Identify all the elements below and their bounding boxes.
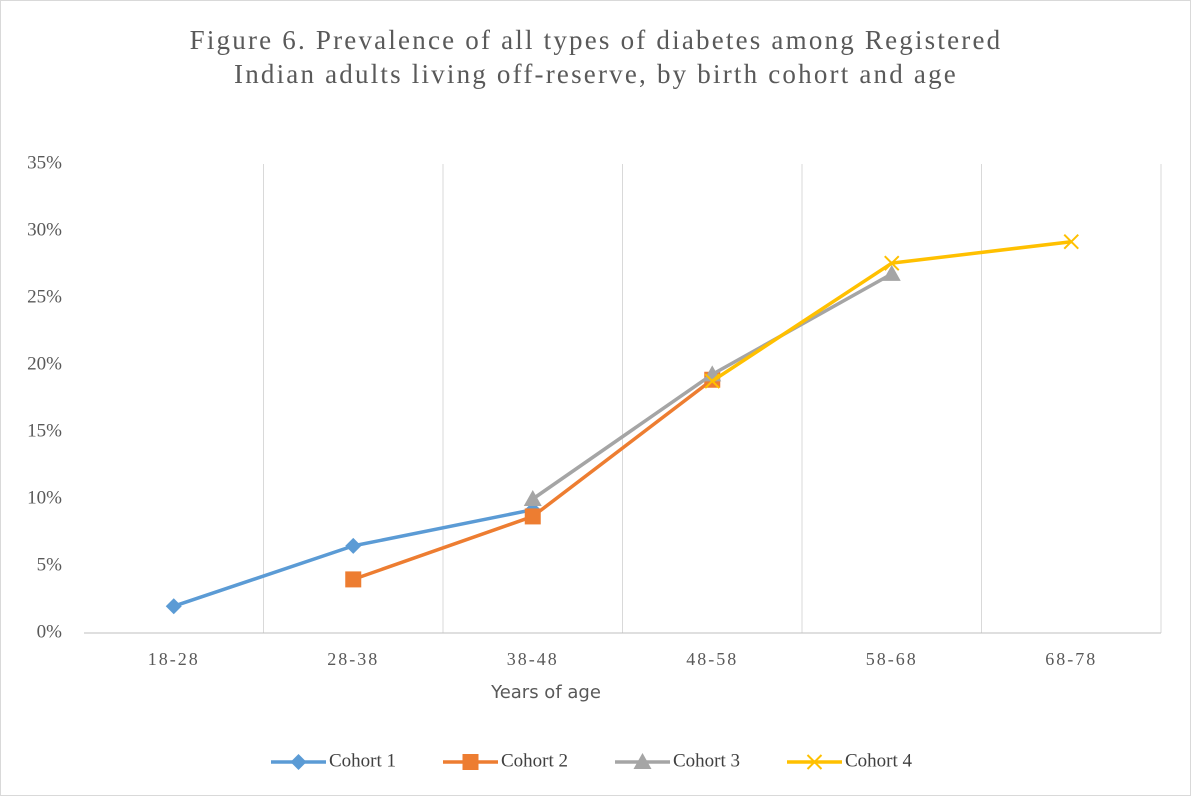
legend-label: Cohort 1 — [329, 750, 396, 771]
y-tick-label: 25% — [27, 286, 62, 307]
legend-marker — [633, 753, 652, 769]
legend-label: Cohort 3 — [673, 750, 740, 771]
y-tick-label: 10% — [27, 487, 62, 508]
data-point — [165, 598, 182, 615]
x-tick-label: 28-38 — [327, 649, 379, 669]
x-axis-label: Years of age — [490, 682, 601, 703]
data-point — [523, 490, 542, 506]
data-point — [524, 508, 541, 525]
data-point — [704, 373, 720, 389]
series-line — [173, 508, 534, 608]
x-tick-label: 48-58 — [686, 649, 738, 669]
x-tick-label: 18-28 — [148, 649, 200, 669]
y-tick-label: 5% — [37, 554, 63, 575]
data-point — [345, 537, 362, 554]
data-point — [345, 571, 362, 588]
legend-marker — [462, 754, 479, 770]
x-tick-label: 38-48 — [507, 649, 559, 669]
x-tick-label: 68-78 — [1045, 649, 1097, 669]
y-tick-label: 35% — [27, 152, 62, 173]
y-tick-label: 30% — [27, 219, 62, 240]
data-point — [884, 255, 900, 271]
legend-marker — [806, 754, 823, 770]
y-tick-label: 0% — [37, 621, 63, 642]
data-point — [882, 264, 901, 281]
chart-title: Figure 6. Prevalence of all types of dia… — [189, 25, 1003, 89]
y-tick-label: 15% — [27, 420, 62, 441]
y-tick-label: 20% — [27, 353, 62, 374]
legend-label: Cohort 4 — [845, 750, 913, 771]
x-tick-label: 58-68 — [866, 649, 918, 669]
legend-label: Cohort 2 — [501, 750, 568, 771]
legend-marker — [290, 754, 307, 770]
data-point — [1063, 234, 1079, 250]
